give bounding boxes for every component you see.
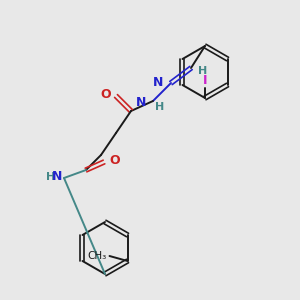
Text: H: H (198, 66, 207, 76)
Text: CH₃: CH₃ (87, 251, 106, 261)
Text: O: O (109, 154, 120, 166)
Text: N: N (153, 76, 163, 89)
Text: H: H (46, 172, 55, 182)
Text: N: N (136, 95, 146, 109)
Text: O: O (100, 88, 111, 101)
Text: H: H (155, 102, 164, 112)
Text: N: N (52, 170, 62, 184)
Text: I: I (203, 74, 207, 87)
